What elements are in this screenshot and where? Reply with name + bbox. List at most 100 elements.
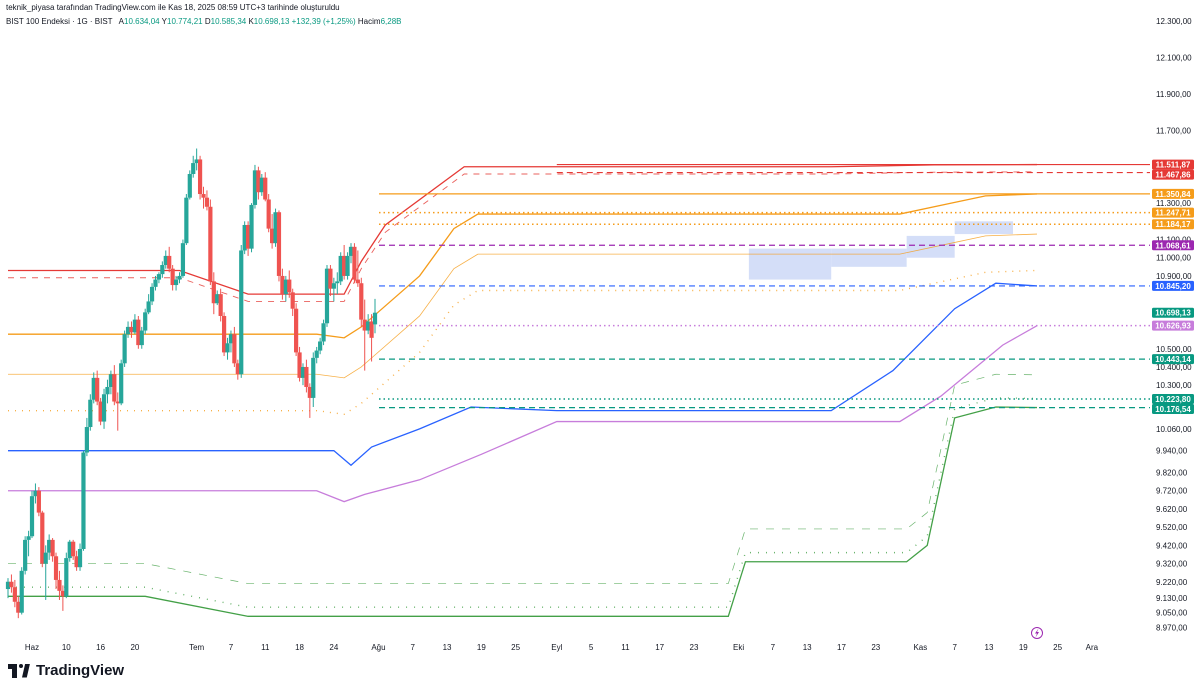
x-tick-label: 11 [261, 643, 270, 652]
candle-body [256, 170, 261, 193]
y-tick-label: 11.900,00 [1156, 90, 1192, 99]
candle-body [280, 275, 285, 295]
candle-body [208, 206, 213, 282]
candle-body [153, 279, 158, 287]
y-tick-label: 9.320,00 [1156, 560, 1188, 569]
candle-body [71, 541, 76, 557]
candle-body [16, 601, 21, 613]
candle-body [43, 552, 48, 564]
candle-body [201, 194, 206, 198]
red-dashed-band [8, 171, 1038, 302]
y-tick-label: 11.700,00 [1156, 126, 1192, 135]
candle-body [173, 279, 179, 286]
y-tick-label: 9.130,00 [1156, 594, 1188, 603]
y-tick-label: 12.100,00 [1156, 54, 1192, 63]
high-value: 10.774,21 [167, 17, 203, 26]
low-label: D [204, 17, 211, 26]
candle-body [338, 255, 343, 282]
x-tick-label: 7 [411, 643, 416, 652]
candle-body [215, 294, 220, 304]
candle-body [26, 536, 31, 540]
candle-body [252, 170, 258, 205]
x-tick-label: Eyl [551, 643, 562, 652]
volume-value: 6,28B [380, 17, 402, 26]
price-tag-0 [1152, 159, 1194, 170]
tradingview-logo[interactable]: TradingView [8, 662, 124, 679]
x-tick-label: 17 [837, 643, 846, 652]
open-value: 10.634,04 [124, 17, 160, 26]
candle-body [283, 279, 288, 295]
candle-body [36, 490, 41, 513]
y-tick-label: 9.220,00 [1156, 578, 1188, 587]
candle-body [139, 330, 144, 346]
y-tick-label: 8.970,00 [1156, 623, 1188, 632]
y-tick-label: 12.300,00 [1156, 17, 1192, 26]
candle-body [170, 268, 175, 286]
x-tick-label: 25 [1053, 643, 1062, 652]
symbol-title: BIST 100 Endeksi · 1G · BIST [6, 17, 113, 26]
candle-body [29, 496, 35, 537]
candle-body [355, 279, 360, 284]
candle-body [187, 174, 192, 198]
x-tick-label: 13 [803, 643, 812, 652]
candle-body [112, 374, 117, 402]
candle-body [129, 326, 134, 333]
x-tick-label: Ağu [371, 643, 385, 652]
candle-body [191, 163, 196, 175]
price-tag-label: 11.068,61 [1155, 241, 1191, 250]
candle-body [163, 255, 168, 266]
y-tick-label: 9.050,00 [1156, 609, 1188, 618]
candle-body [98, 401, 103, 422]
candle-body [290, 292, 295, 309]
candle-body [88, 399, 93, 428]
green-band-line [8, 406, 1038, 617]
x-tick-label: 17 [655, 643, 664, 652]
price-tag-6 [1152, 280, 1194, 291]
close-label: K [248, 17, 254, 26]
y-tick-label: 11.000,00 [1156, 254, 1192, 263]
candle-body [328, 268, 333, 289]
y-tick-label: 9.820,00 [1156, 469, 1188, 478]
candle-body [318, 341, 323, 351]
candle-body [366, 321, 371, 331]
candle-body [19, 570, 24, 613]
y-tick-label: 10.900,00 [1156, 272, 1192, 281]
candle-body [197, 159, 203, 195]
x-tick-label: Haz [25, 643, 39, 652]
highlight-zone-0 [748, 248, 832, 280]
candle-body [239, 250, 244, 375]
y-tick-label: 9.620,00 [1156, 505, 1188, 514]
high-label: Y [161, 17, 168, 26]
candle-body [287, 279, 292, 293]
x-tick-label: 10 [62, 643, 71, 652]
candle-body [91, 377, 96, 400]
tradingview-logo-icon [8, 663, 30, 678]
candle-body [211, 281, 216, 304]
close-value: 10.698,13 [253, 17, 290, 26]
candle-body [40, 512, 45, 564]
zones-layer [748, 221, 1013, 280]
x-tick-label: Tem [189, 643, 204, 652]
candle-body [266, 199, 271, 229]
candle-body [331, 283, 336, 289]
price-tag-10 [1152, 394, 1194, 405]
candle-body [194, 159, 199, 164]
candle-body [180, 243, 186, 276]
orange-dotted-band [8, 269, 1038, 416]
candle-body [101, 394, 107, 422]
y-tick-label: 9.420,00 [1156, 541, 1188, 550]
x-tick-label: Kas [913, 643, 927, 652]
bands-layer [8, 163, 1038, 617]
price-tag-5 [1152, 240, 1194, 251]
y-tick-label: 9.720,00 [1156, 487, 1188, 496]
candle-body [119, 363, 124, 404]
candle-body [314, 350, 319, 358]
green-dotted-band [8, 397, 1038, 608]
candle-body [348, 246, 354, 256]
open-label: A [118, 17, 124, 26]
candle-body [81, 452, 86, 549]
candle-body [270, 228, 275, 244]
x-tick-label: 20 [130, 643, 139, 652]
green-dashed-band [8, 373, 1038, 584]
